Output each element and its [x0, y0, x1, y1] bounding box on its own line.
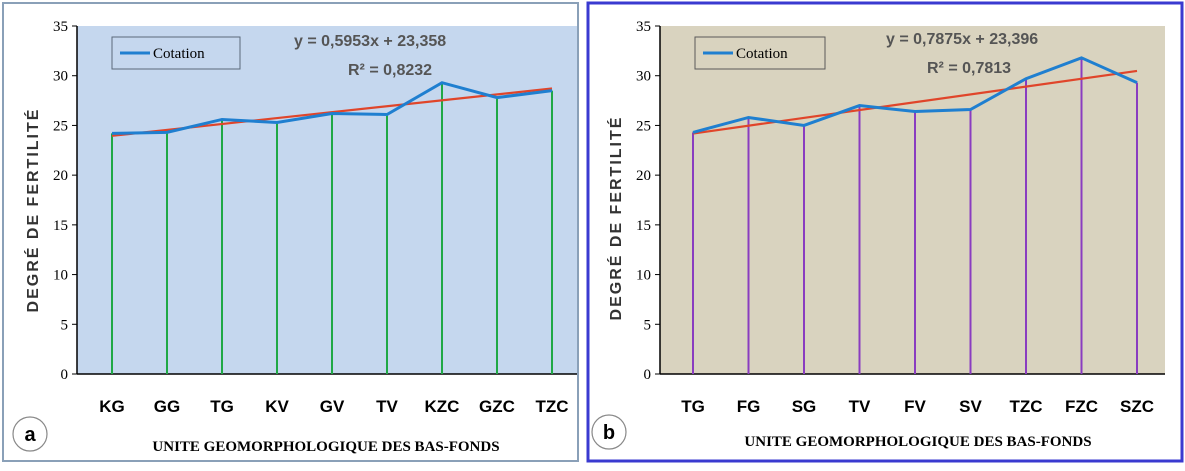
x-tick-label: KZC	[425, 397, 460, 416]
panel-a-y-axis-title: DEGRÉ DE FERTILITÉ	[23, 108, 42, 313]
panel-a: 0 5 10 15 20 25 30 35 KG GG TG KV GV TV KZC GZC TZC Cot…	[2, 2, 579, 462]
panel-a-r2: R² = 0,8232	[348, 62, 432, 79]
panel-b-y-axis-title: DEGRÉ DE FERTILITÉ	[606, 116, 625, 321]
x-tick-label: FV	[904, 397, 926, 416]
y-tick-label: 5	[644, 317, 652, 333]
panel-b-drop-lines	[692, 57, 1138, 374]
y-tick-label: 10	[636, 268, 651, 284]
panel-a-label-circle	[12, 416, 48, 452]
panel-b-r2: R² = 0,7813	[927, 60, 1011, 77]
x-tick-label: TG	[210, 397, 234, 416]
panel-a-legend: Cotation	[111, 36, 241, 70]
panel-b-label-circle	[591, 414, 627, 450]
y-tick-label: 25	[53, 118, 68, 134]
y-tick-label: 20	[636, 168, 651, 184]
panel-b-legend: Cotation	[694, 36, 826, 70]
panel-a-y-ticks: 0 5 10 15 20 25 30 35	[53, 19, 77, 383]
panel-a-equation: y = 0,5953x + 23,358	[294, 33, 446, 50]
panel-b-label: b	[603, 422, 615, 444]
panel-b-series-line	[692, 56, 1138, 134]
panel-b-y-ticks: 0 5 10 15 20 25 30 35	[636, 19, 660, 383]
x-tick-label: TG	[681, 397, 705, 416]
x-tick-label: TV	[849, 397, 871, 416]
x-tick-label: GZC	[479, 397, 515, 416]
y-tick-label: 35	[636, 19, 651, 35]
panel-a-x-axis-title: UNITE GEOMORPHOLOGIQUE DES BAS-FONDS	[152, 439, 499, 455]
x-tick-label: SZC	[1120, 397, 1154, 416]
x-tick-label: SG	[792, 397, 817, 416]
y-tick-label: 10	[53, 268, 68, 284]
y-tick-label: 0	[644, 367, 652, 383]
x-tick-label: FZC	[1065, 397, 1098, 416]
x-tick-label: TZC	[535, 397, 568, 416]
y-tick-label: 0	[61, 367, 69, 383]
x-tick-label: KG	[99, 397, 125, 416]
x-tick-label: SV	[959, 397, 982, 416]
x-tick-label: FG	[737, 397, 761, 416]
panel-a-label: a	[24, 424, 36, 446]
y-tick-label: 30	[636, 69, 651, 85]
x-tick-label: TV	[376, 397, 398, 416]
y-tick-label: 15	[53, 218, 68, 234]
panel-b-trendline	[692, 69, 1138, 135]
panel-b: 0 5 10 15 20 25 30 35 TG FG SG TV FV SV TZC FZC SZC Cot…	[586, 1, 1184, 463]
panel-a-x-tick-labels: KG GG TG KV GV TV KZC GZC TZC	[99, 397, 568, 416]
y-tick-label: 5	[61, 317, 69, 333]
panel-a-drop-lines	[111, 82, 553, 374]
panel-a-series-line	[111, 81, 553, 135]
panel-a-legend-label: Cotation	[153, 46, 205, 62]
panel-b-x-axis-title: UNITE GEOMORPHOLOGIQUE DES BAS-FONDS	[744, 434, 1091, 450]
y-tick-label: 35	[53, 19, 68, 35]
x-tick-label: TZC	[1009, 397, 1042, 416]
y-tick-label: 25	[636, 118, 651, 134]
panel-b-x-tick-labels: TG FG SG TV FV SV TZC FZC SZC	[681, 397, 1154, 416]
y-tick-label: 20	[53, 168, 68, 184]
x-tick-label: GG	[154, 397, 180, 416]
x-tick-label: KV	[265, 397, 289, 416]
panel-b-equation: y = 0,7875x + 23,396	[886, 31, 1038, 48]
y-tick-label: 30	[53, 69, 68, 85]
x-tick-label: GV	[320, 397, 345, 416]
panel-a-plot-area	[77, 26, 577, 374]
panel-b-legend-label: Cotation	[736, 46, 788, 62]
y-tick-label: 15	[636, 218, 651, 234]
